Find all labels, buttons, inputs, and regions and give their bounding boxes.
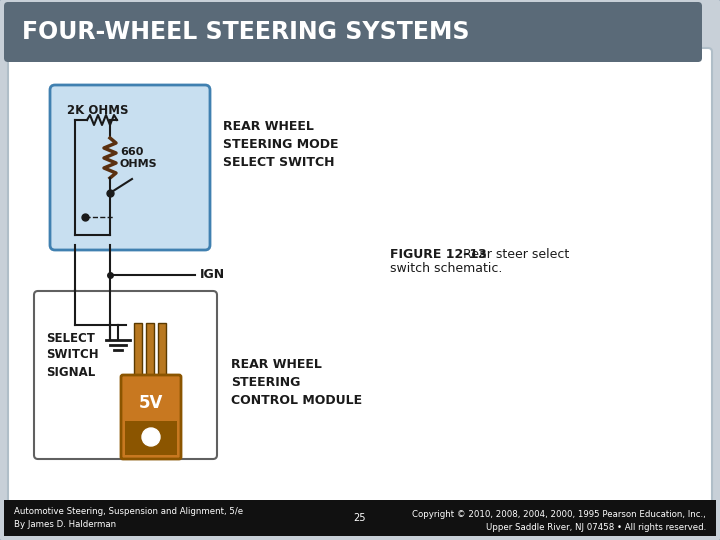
- Text: IGN: IGN: [200, 268, 225, 281]
- FancyBboxPatch shape: [4, 2, 702, 62]
- Circle shape: [142, 428, 160, 446]
- Text: FOUR-WHEEL STEERING SYSTEMS: FOUR-WHEEL STEERING SYSTEMS: [22, 20, 469, 44]
- Bar: [146, 323, 154, 378]
- Text: REAR WHEEL
STEERING
CONTROL MODULE: REAR WHEEL STEERING CONTROL MODULE: [231, 359, 362, 408]
- Text: FIGURE 12–13: FIGURE 12–13: [390, 248, 491, 261]
- Bar: [134, 323, 142, 378]
- Bar: [4, 500, 716, 536]
- FancyBboxPatch shape: [34, 291, 217, 459]
- Bar: [125, 421, 177, 455]
- FancyBboxPatch shape: [121, 375, 181, 459]
- Text: REAR WHEEL
STEERING MODE
SELECT SWITCH: REAR WHEEL STEERING MODE SELECT SWITCH: [223, 120, 338, 170]
- Text: 660
OHMS: 660 OHMS: [120, 147, 158, 169]
- Text: switch schematic.: switch schematic.: [390, 262, 503, 275]
- Text: 2K OHMS: 2K OHMS: [67, 104, 128, 117]
- Text: Automotive Steering, Suspension and Alignment, 5/e
By James D. Halderman: Automotive Steering, Suspension and Alig…: [14, 507, 243, 529]
- Text: Copyright © 2010, 2008, 2004, 2000, 1995 Pearson Education, Inc.,
Upper Saddle R: Copyright © 2010, 2008, 2004, 2000, 1995…: [413, 510, 706, 531]
- Bar: [158, 323, 166, 378]
- FancyBboxPatch shape: [0, 0, 720, 540]
- FancyBboxPatch shape: [50, 85, 210, 250]
- Text: 25: 25: [354, 513, 366, 523]
- Text: Rear steer select: Rear steer select: [463, 248, 570, 261]
- Text: SELECT
SWITCH
SIGNAL: SELECT SWITCH SIGNAL: [46, 332, 99, 379]
- Text: 5V: 5V: [139, 394, 163, 411]
- FancyBboxPatch shape: [8, 48, 712, 528]
